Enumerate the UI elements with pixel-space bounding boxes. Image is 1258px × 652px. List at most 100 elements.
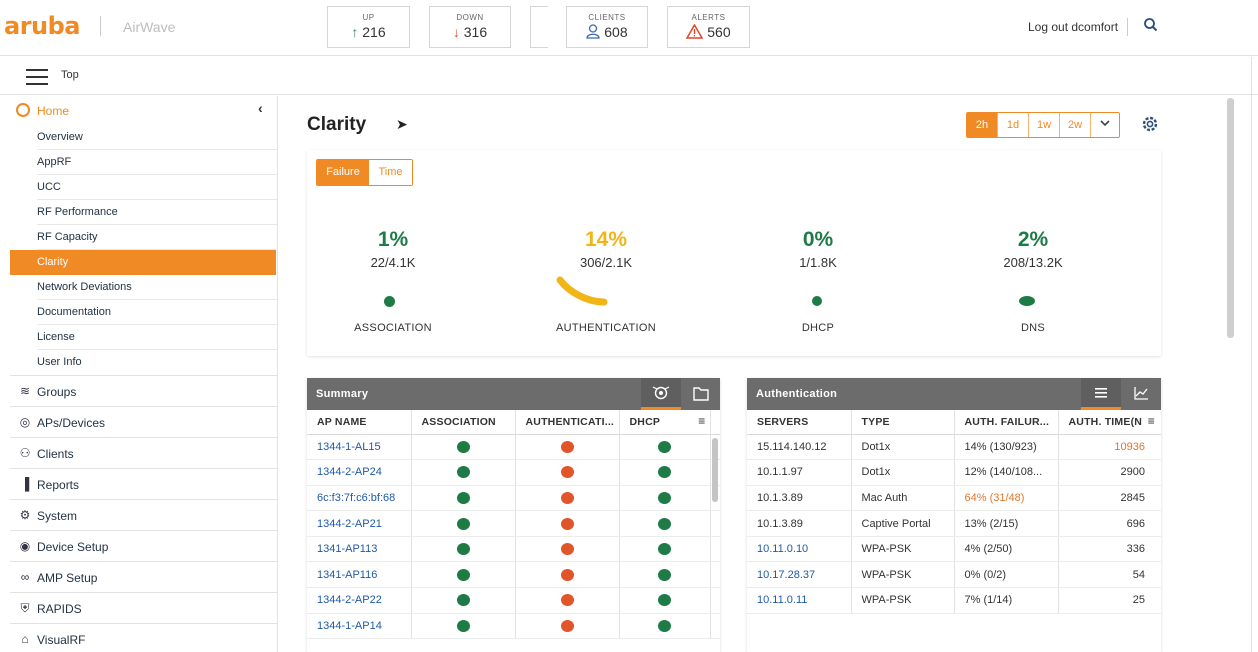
auth-failure-cell: 12% (140/108... <box>954 459 1059 486</box>
sidebar-item-visualrf[interactable]: ⌂ VisualRF <box>10 623 277 652</box>
sidebar-item-clients[interactable]: ⚇ Clients <box>10 437 277 468</box>
sidebar-item-documentation[interactable]: Documentation <box>37 300 277 325</box>
column-auth-failure[interactable]: AUTH. FAILUR... <box>954 410 1059 435</box>
aruba-logo[interactable]: aruba <box>4 12 81 40</box>
column-ap-name[interactable]: AP NAME <box>307 410 412 435</box>
logout-link[interactable]: Log out dcomfort <box>1028 20 1119 34</box>
auth-time-cell: 2900 <box>1058 459 1161 486</box>
sidebar-home-header[interactable]: Home ‹ <box>10 96 277 124</box>
table-row[interactable]: 15.114.140.12 Dot1x 14% (130/923) 10936 <box>747 434 1161 461</box>
gear-icon[interactable] <box>1140 114 1160 134</box>
stat-clients[interactable]: CLIENTS 608 <box>566 6 648 48</box>
authentication-list-view-button[interactable] <box>1081 378 1121 410</box>
metric-dhcp[interactable]: 0% 1/1.8K DHCP <box>718 228 918 334</box>
stat-alerts[interactable]: ALERTS 560 <box>667 6 750 48</box>
association-indicator <box>384 296 395 307</box>
time-range-2w[interactable]: 2w <box>1060 113 1091 137</box>
ap-name-cell[interactable]: 1341-AP113 <box>307 536 412 563</box>
time-range-1w[interactable]: 1w <box>1029 113 1060 137</box>
table-row[interactable]: 10.1.3.89 Captive Portal 13% (2/15) 696 <box>747 510 1161 537</box>
column-menu-icon[interactable]: ≡ <box>698 414 706 428</box>
column-association[interactable]: ASSOCIATION <box>411 410 516 435</box>
sidebar-item-clarity[interactable]: Clarity <box>10 250 277 275</box>
table-row[interactable]: 1344-1-AP14 <box>307 613 720 640</box>
authentication-panel: Authentication SERVERS TYPE AUTH. FAILUR… <box>747 378 1161 652</box>
sidebar-item-device-setup[interactable]: ◉ Device Setup <box>10 530 277 561</box>
sidebar-item-aps-devices[interactable]: ◎ APs/Devices <box>10 406 277 437</box>
sidebar-item-ucc[interactable]: UCC <box>37 175 277 200</box>
table-row[interactable]: 10.1.3.89 Mac Auth 64% (31/48) 2845 <box>747 485 1161 512</box>
sidebar-item-amp-setup[interactable]: ∞ AMP Setup <box>10 561 277 592</box>
authentication-table: SERVERS TYPE AUTH. FAILUR... AUTH. TIME(… <box>747 410 1161 614</box>
association-cell <box>411 587 516 614</box>
sidebar-item-groups[interactable]: ≋ Groups <box>10 375 277 406</box>
table-row[interactable]: 1341-AP113 <box>307 536 720 563</box>
table-row[interactable]: 10.11.0.10 WPA-PSK 4% (2/50) 336 <box>747 536 1161 563</box>
table-row[interactable]: 1341-AP116 <box>307 561 720 589</box>
sidebar-item-system[interactable]: ⚙ System <box>10 499 277 530</box>
sidebar-item-rapids[interactable]: ⛨ RAPIDS <box>10 592 277 623</box>
hamburger-menu-icon[interactable] <box>26 69 48 85</box>
authentication-cell <box>515 510 620 537</box>
ap-name-cell[interactable]: 6c:f3:7f:c6:bf:68 <box>307 485 412 512</box>
stat-clients-label: CLIENTS <box>588 13 626 22</box>
metric-name: AUTHENTICATION <box>556 322 656 334</box>
table-row[interactable]: 10.17.28.37 WPA-PSK 0% (0/2) 54 <box>747 561 1161 589</box>
summary-ap-view-button[interactable] <box>641 378 681 410</box>
authentication-chart-view-button[interactable] <box>1121 378 1161 410</box>
table-row[interactable]: 1344-2-AP24 <box>307 459 720 486</box>
sidebar-item-license[interactable]: License <box>37 325 277 350</box>
sidebar-item-reports[interactable]: ▐ Reports <box>10 468 277 499</box>
table-row[interactable]: 1344-1-AL15 <box>307 434 720 461</box>
toggle-time[interactable]: Time <box>369 160 412 185</box>
table-row[interactable]: 1344-2-AP21 <box>307 510 720 537</box>
main-scrollbar[interactable] <box>1227 98 1234 338</box>
table-row[interactable]: 1344-2-AP22 <box>307 587 720 614</box>
sidebar-item-network-deviations[interactable]: Network Deviations <box>37 275 277 300</box>
sidebar-item-user-info[interactable]: User Info <box>37 356 82 368</box>
metric-ratio: 306/2.1K <box>579 255 633 270</box>
ap-name-cell[interactable]: 1344-1-AL15 <box>307 434 412 461</box>
summary-folder-view-button[interactable] <box>681 378 720 410</box>
column-type[interactable]: TYPE <box>851 410 955 435</box>
auth-failure-cell: 0% (0/2) <box>954 561 1059 589</box>
metric-authentication[interactable]: 14% 306/2.1K AUTHENTICATION <box>506 228 706 334</box>
metric-ratio: 208/13.2K <box>1003 255 1063 270</box>
table-row[interactable]: 6c:f3:7f:c6:bf:68 <box>307 485 720 512</box>
top-bar: aruba AirWave UP ↑ 216 DOWN ↓ 316 CLIENT… <box>0 0 1258 56</box>
toggle-failure[interactable]: Failure <box>317 160 369 185</box>
association-green-dot <box>456 620 470 632</box>
top-divider <box>1127 18 1128 36</box>
column-dhcp[interactable]: DHCP ≡ <box>619 410 711 435</box>
stat-up[interactable]: UP ↑ 216 <box>327 6 410 48</box>
column-authentication[interactable]: AUTHENTICATI... <box>515 410 620 435</box>
table-row[interactable]: 10.11.0.11 WPA-PSK 7% (1/14) 25 <box>747 587 1161 614</box>
ap-name-cell[interactable]: 1344-2-AP21 <box>307 510 412 537</box>
time-range-2h[interactable]: 2h <box>967 113 998 137</box>
breadcrumb-top[interactable]: Top <box>61 69 79 81</box>
chevron-left-icon[interactable]: ‹ <box>258 100 263 116</box>
summary-header: Summary <box>307 378 720 410</box>
column-servers[interactable]: SERVERS <box>747 410 852 435</box>
authentication-cell <box>515 434 620 461</box>
table-row[interactable]: 10.1.1.97 Dot1x 12% (140/108... 2900 <box>747 459 1161 486</box>
column-auth-time[interactable]: AUTH. TIME(N ≡ <box>1058 410 1161 435</box>
ap-name-cell[interactable]: 1344-1-AP14 <box>307 613 412 640</box>
summary-scrollbar[interactable] <box>712 438 718 502</box>
sidebar-item-apprf[interactable]: AppRF <box>37 150 277 175</box>
metric-dns[interactable]: 2% 208/13.2K DNS <box>933 228 1133 334</box>
ap-name-cell[interactable]: 1341-AP116 <box>307 561 412 589</box>
search-icon[interactable] <box>1142 16 1160 34</box>
ap-name-cell[interactable]: 1344-2-AP24 <box>307 459 412 486</box>
stat-down[interactable]: DOWN ↓ 316 <box>429 6 511 48</box>
time-range-dropdown[interactable] <box>1091 113 1119 137</box>
sidebar-item-rf-performance[interactable]: RF Performance <box>37 200 277 225</box>
time-range-1d[interactable]: 1d <box>998 113 1029 137</box>
ap-name-cell[interactable]: 1344-2-AP22 <box>307 587 412 614</box>
metric-association[interactable]: 1% 22/4.1K ASSOCIATION <box>293 228 493 334</box>
sidebar-item-overview[interactable]: Overview <box>37 125 277 150</box>
auth-failure-cell: 7% (1/14) <box>954 587 1059 614</box>
authentication-cell <box>515 485 620 512</box>
column-menu-icon[interactable]: ≡ <box>1145 414 1155 428</box>
sidebar-item-rf-capacity[interactable]: RF Capacity <box>37 225 277 250</box>
